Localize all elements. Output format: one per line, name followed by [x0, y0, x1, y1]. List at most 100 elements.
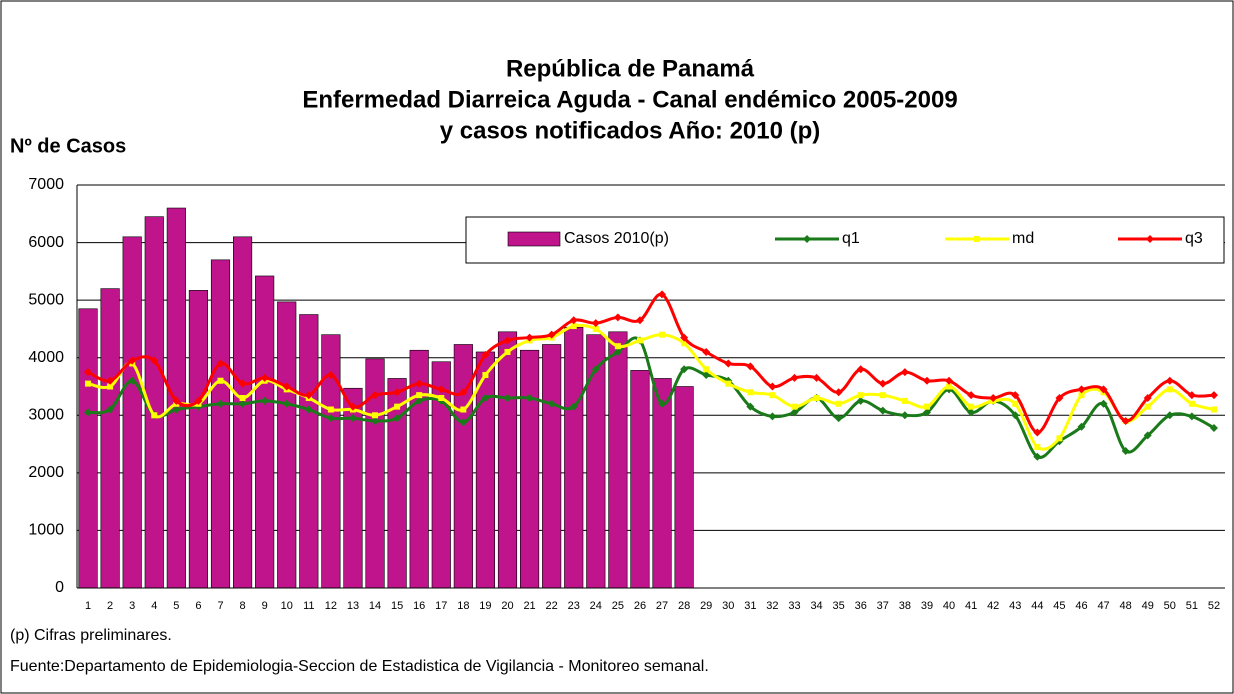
marker: [372, 412, 379, 419]
marker: [260, 373, 269, 382]
x-tick-label: 1: [85, 600, 91, 612]
marker: [747, 389, 754, 396]
footnote: Fuente:Departamento de Epidemiologia-Sec…: [10, 658, 709, 675]
marker: [216, 399, 225, 408]
marker: [1165, 411, 1174, 420]
marker: [172, 405, 181, 414]
marker: [946, 383, 953, 390]
marker: [900, 411, 909, 420]
x-tick-label: 33: [788, 600, 800, 612]
marker: [967, 391, 976, 400]
marker: [878, 379, 887, 388]
bar: [122, 236, 142, 589]
x-tick-label: 9: [262, 600, 268, 612]
marker: [1078, 392, 1085, 399]
y-tick-label: 2000: [28, 464, 64, 481]
marker: [901, 397, 908, 404]
footnote: (p) Cifras preliminares.: [10, 627, 172, 644]
marker: [636, 337, 643, 344]
x-tick-label: 20: [501, 600, 513, 612]
x-tick-label: 42: [987, 600, 999, 612]
marker: [525, 394, 534, 403]
marker: [835, 400, 842, 407]
marker: [371, 391, 380, 400]
x-tick-label: 40: [943, 600, 955, 612]
marker: [702, 347, 711, 356]
y-tick-label: 0: [55, 579, 64, 596]
legend: [465, 216, 1225, 264]
x-tick-label: 48: [1120, 600, 1132, 612]
marker: [304, 391, 313, 400]
marker: [238, 379, 247, 388]
bar: [188, 290, 208, 589]
x-tick-label: 11: [303, 600, 314, 612]
marker: [371, 417, 380, 426]
marker: [1187, 391, 1196, 400]
marker: [393, 414, 402, 423]
marker: [1210, 406, 1217, 413]
x-tick-label: 44: [1031, 600, 1043, 612]
bar: [100, 288, 120, 589]
bar: [630, 370, 650, 589]
marker: [504, 348, 511, 355]
marker: [746, 402, 755, 411]
y-axis-label: Nº de Casos: [10, 135, 126, 157]
marker: [857, 392, 864, 399]
x-tick-label: 13: [347, 600, 359, 612]
x-tick-label: 4: [151, 600, 157, 612]
marker: [84, 408, 93, 417]
bar: [78, 308, 98, 589]
bar: [255, 275, 275, 589]
marker: [812, 373, 821, 382]
marker: [1188, 400, 1195, 407]
y-tick-label: 1000: [28, 522, 64, 539]
marker: [525, 333, 534, 342]
x-tick-label: 5: [173, 600, 179, 612]
x-tick-label: 8: [240, 600, 246, 612]
x-tick-label: 35: [833, 600, 845, 612]
marker: [1055, 394, 1064, 403]
marker: [725, 380, 732, 387]
marker: [1166, 386, 1173, 393]
x-tick-label: 43: [1009, 600, 1021, 612]
x-tick-label: 17: [435, 600, 447, 612]
marker: [1099, 399, 1108, 408]
marker: [437, 385, 446, 394]
bar: [564, 326, 584, 589]
bar: [520, 349, 540, 589]
marker: [1187, 412, 1196, 421]
marker: [856, 396, 865, 405]
marker: [150, 356, 159, 365]
legend-marker: [803, 235, 811, 243]
x-tick-label: 22: [546, 600, 558, 612]
bar: [497, 331, 518, 589]
marker: [459, 388, 468, 397]
legend-marker: [974, 236, 980, 242]
x-tick-label: 46: [1075, 600, 1087, 612]
marker: [482, 371, 489, 378]
x-tick-label: 27: [656, 600, 668, 612]
marker: [348, 414, 357, 423]
marker: [503, 336, 512, 345]
marker: [282, 399, 291, 408]
x-tick-label: 49: [1142, 600, 1154, 612]
marker: [945, 376, 954, 385]
marker: [128, 376, 137, 385]
marker: [790, 408, 799, 417]
marker: [813, 395, 820, 402]
x-tick-label: 25: [612, 600, 624, 612]
marker: [304, 405, 313, 414]
y-tick-label: 6000: [28, 234, 64, 251]
marker: [769, 392, 776, 399]
marker: [172, 396, 181, 405]
marker: [481, 394, 490, 403]
marker: [1099, 385, 1108, 394]
marker: [459, 418, 468, 427]
marker: [680, 333, 689, 342]
marker: [1011, 391, 1020, 400]
marker: [967, 408, 976, 417]
marker: [1121, 446, 1130, 455]
marker: [922, 408, 931, 417]
marker: [1012, 400, 1019, 407]
